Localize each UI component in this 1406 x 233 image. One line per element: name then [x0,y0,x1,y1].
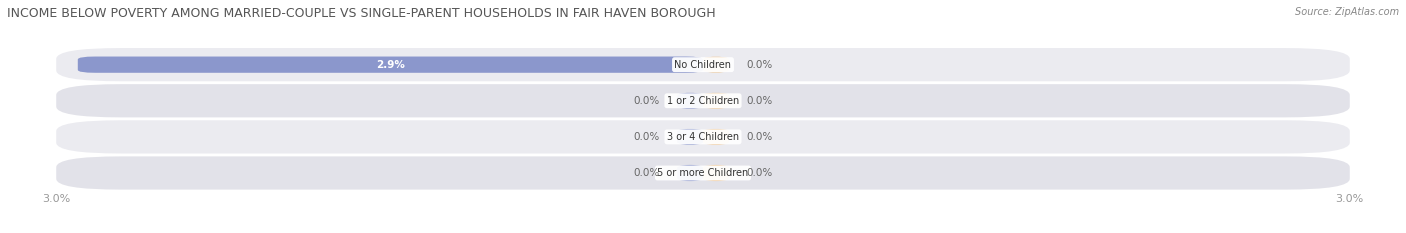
FancyBboxPatch shape [56,84,1350,117]
Text: 5 or more Children: 5 or more Children [658,168,748,178]
Text: No Children: No Children [675,60,731,70]
Text: 2.9%: 2.9% [375,60,405,70]
Text: INCOME BELOW POVERTY AMONG MARRIED-COUPLE VS SINGLE-PARENT HOUSEHOLDS IN FAIR HA: INCOME BELOW POVERTY AMONG MARRIED-COUPL… [7,7,716,20]
Text: 0.0%: 0.0% [747,132,772,142]
FancyBboxPatch shape [56,48,1350,81]
FancyBboxPatch shape [703,165,728,181]
Text: 0.0%: 0.0% [634,168,659,178]
Text: 0.0%: 0.0% [747,96,772,106]
FancyBboxPatch shape [56,120,1350,154]
Text: 0.0%: 0.0% [634,96,659,106]
FancyBboxPatch shape [703,57,728,73]
FancyBboxPatch shape [678,129,703,145]
FancyBboxPatch shape [678,165,703,181]
Text: 1 or 2 Children: 1 or 2 Children [666,96,740,106]
Text: 3 or 4 Children: 3 or 4 Children [666,132,740,142]
FancyBboxPatch shape [56,156,1350,190]
FancyBboxPatch shape [678,93,703,109]
FancyBboxPatch shape [77,57,703,73]
Text: Source: ZipAtlas.com: Source: ZipAtlas.com [1295,7,1399,17]
FancyBboxPatch shape [703,93,728,109]
Text: 0.0%: 0.0% [634,132,659,142]
Text: 0.0%: 0.0% [747,168,772,178]
FancyBboxPatch shape [703,129,728,145]
Text: 0.0%: 0.0% [747,60,772,70]
